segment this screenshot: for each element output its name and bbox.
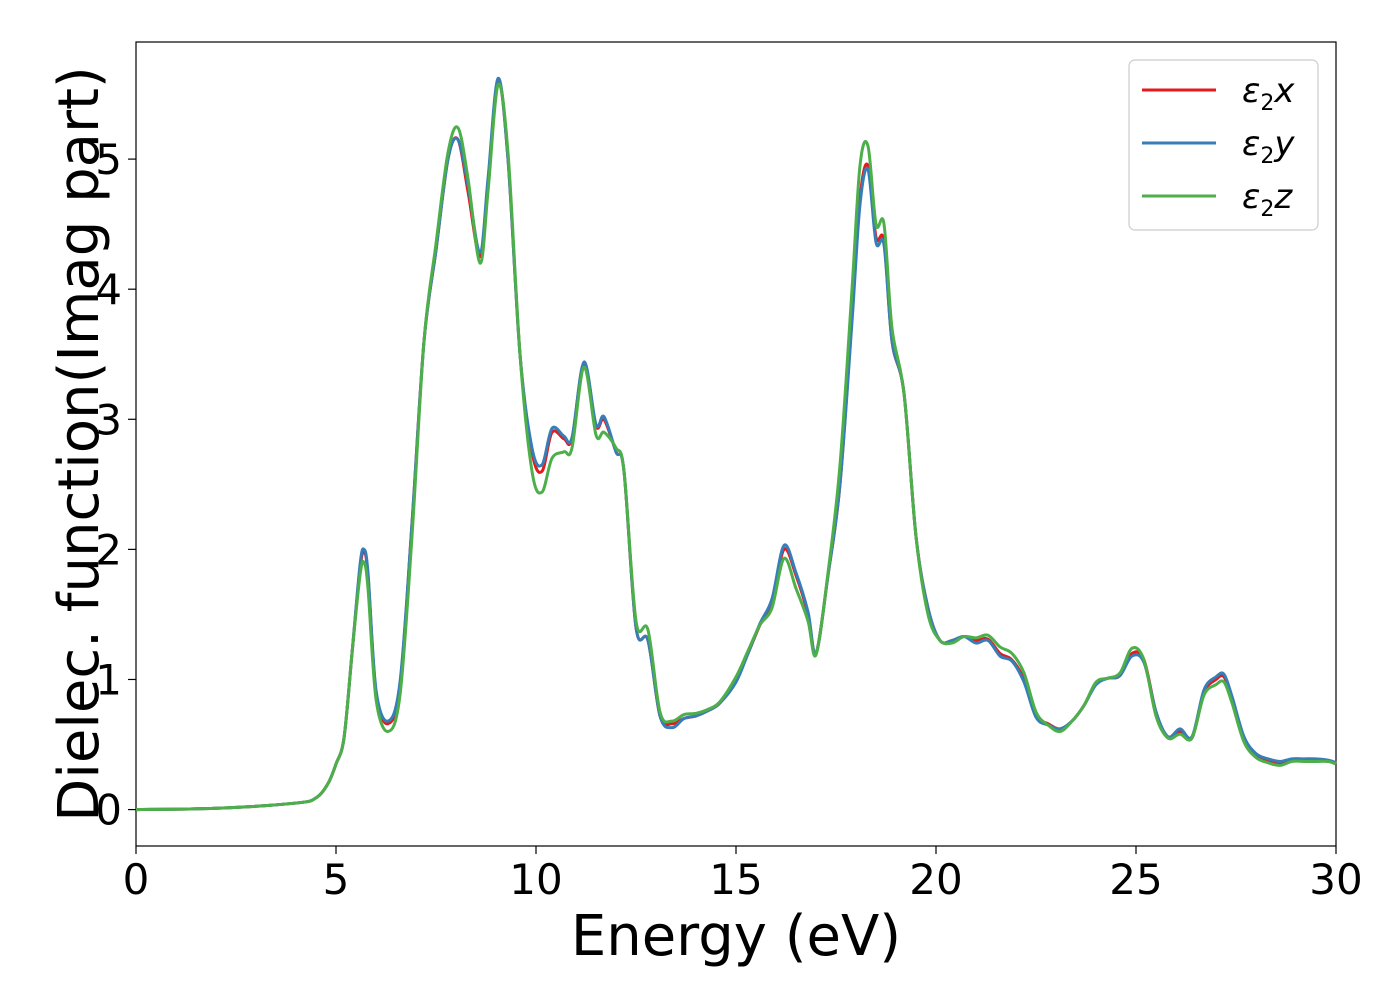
y-tick-label: 1 <box>95 655 122 704</box>
y-ticks: 0 1 2 3 4 5 <box>95 135 136 835</box>
y-tick-label: 2 <box>95 525 122 574</box>
x-tick-label: 20 <box>909 855 962 904</box>
x-tick-label: 15 <box>709 855 762 904</box>
x-tick-label: 25 <box>1109 855 1162 904</box>
legend-label-z: ε2z <box>1242 177 1293 222</box>
x-tick-label: 10 <box>509 855 562 904</box>
y-axis-label: Dielec. function(Imag part) <box>47 66 112 822</box>
x-axis-label: Energy (eV) <box>571 904 901 969</box>
legend: ε2x ε2y ε2z <box>1128 59 1319 231</box>
y-tick-label: 5 <box>95 135 122 184</box>
x-tick-label: 0 <box>123 855 150 904</box>
y-tick-label: 0 <box>95 786 122 835</box>
y-tick-label: 4 <box>95 265 122 314</box>
x-tick-label: 30 <box>1309 855 1362 904</box>
legend-label-y: ε2y <box>1242 124 1295 169</box>
y-tick-label: 3 <box>95 395 122 444</box>
legend-label-x: ε2x <box>1242 71 1295 116</box>
series-layer <box>135 76 1337 812</box>
x-ticks: 0 5 10 15 20 25 30 <box>123 846 1363 904</box>
x-tick-label: 5 <box>323 855 350 904</box>
series-line-z <box>135 82 1337 812</box>
legend-box <box>1128 59 1319 231</box>
